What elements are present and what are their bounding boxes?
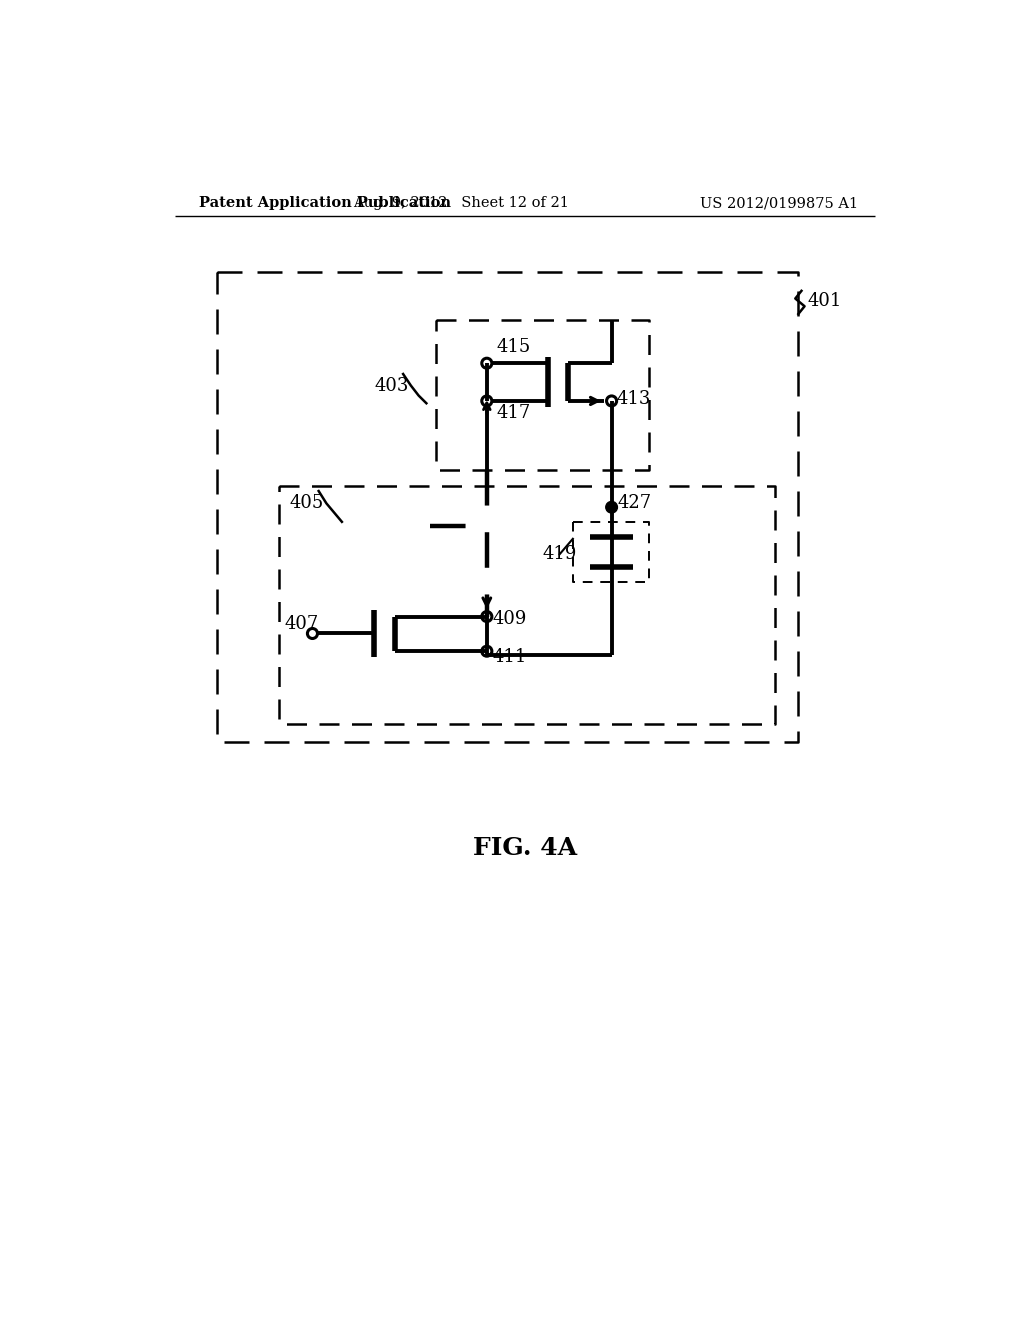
Text: Patent Application Publication: Patent Application Publication: [200, 197, 452, 210]
Text: US 2012/0199875 A1: US 2012/0199875 A1: [700, 197, 858, 210]
Text: 403: 403: [375, 376, 409, 395]
Text: 401: 401: [808, 292, 842, 310]
Text: FIG. 4A: FIG. 4A: [473, 836, 577, 859]
Text: Aug. 9, 2012   Sheet 12 of 21: Aug. 9, 2012 Sheet 12 of 21: [353, 197, 569, 210]
Text: 417: 417: [496, 404, 530, 421]
Text: 419: 419: [543, 545, 577, 564]
Circle shape: [606, 502, 617, 513]
Text: 415: 415: [496, 338, 530, 356]
Text: 411: 411: [493, 648, 526, 667]
Text: 407: 407: [285, 615, 318, 634]
Text: 409: 409: [493, 610, 526, 628]
Text: 413: 413: [616, 389, 650, 408]
Text: 405: 405: [289, 495, 324, 512]
Text: 427: 427: [617, 494, 651, 512]
